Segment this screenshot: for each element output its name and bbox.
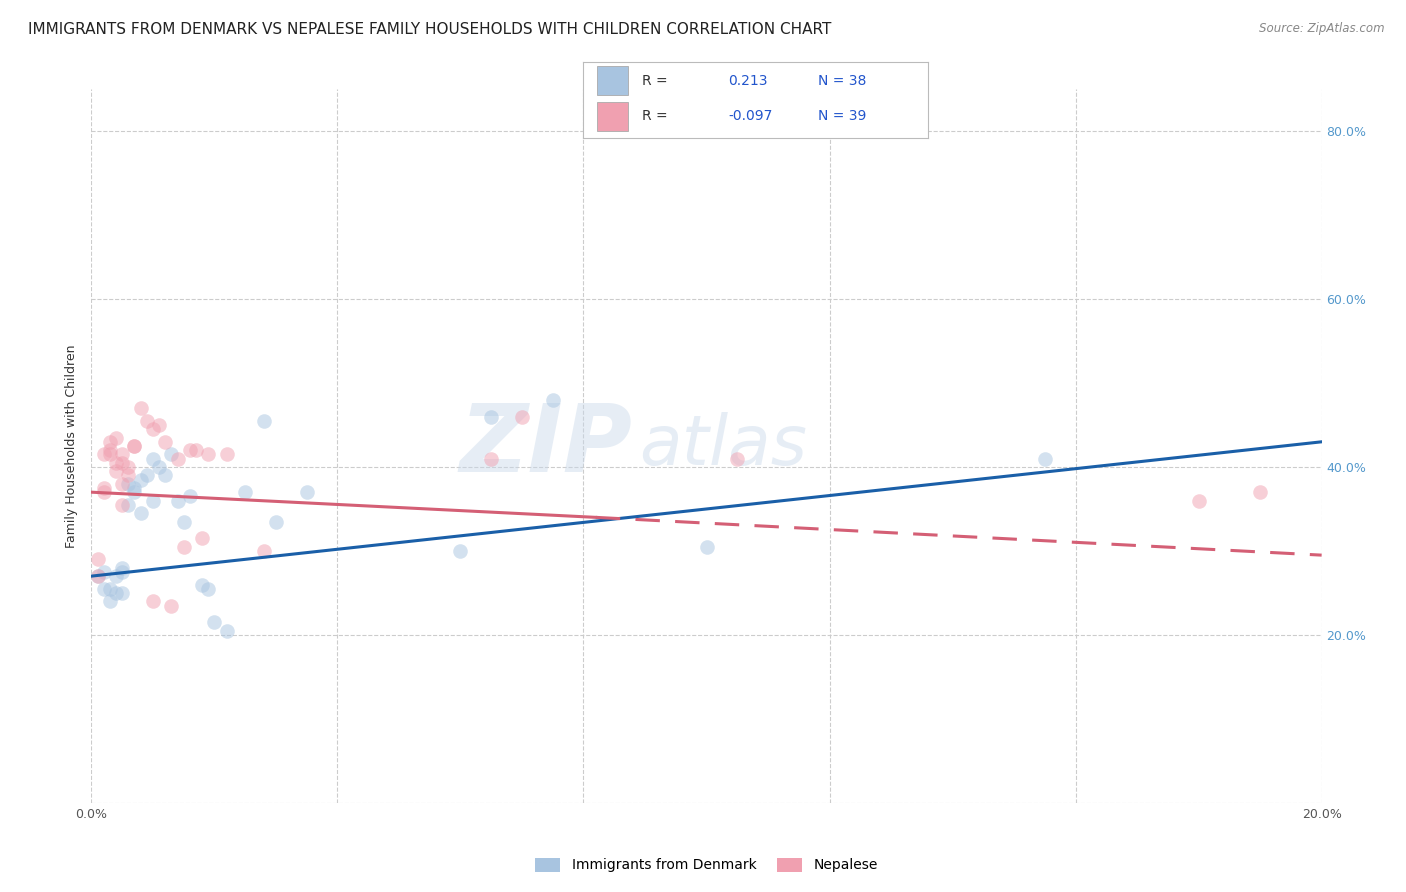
Text: Source: ZipAtlas.com: Source: ZipAtlas.com (1260, 22, 1385, 36)
Point (479, 451, 502, 466)
Point (93, 565, 115, 579)
Point (86, 569, 108, 583)
Point (479, 409, 502, 424)
Point (98, 434, 121, 449)
Point (129, 473, 152, 487)
Point (98, 443, 121, 458)
Text: R =: R = (643, 74, 668, 87)
FancyBboxPatch shape (598, 66, 628, 95)
Point (184, 443, 207, 458)
Text: IMMIGRANTS FROM DENMARK VS NEPALESE FAMILY HOUSEHOLDS WITH CHILDREN CORRELATION : IMMIGRANTS FROM DENMARK VS NEPALESE FAMI… (28, 22, 831, 37)
Point (142, 451, 165, 466)
Point (160, 599, 183, 613)
Point (135, 468, 157, 483)
Point (105, 569, 127, 583)
Point (105, 431, 127, 445)
Point (166, 493, 188, 508)
Point (696, 540, 718, 554)
Text: atlas: atlas (638, 412, 807, 480)
Point (215, 624, 238, 638)
Point (117, 468, 139, 483)
Point (86, 569, 108, 583)
Point (264, 515, 287, 529)
Point (197, 447, 219, 461)
Point (179, 443, 201, 458)
FancyBboxPatch shape (598, 102, 628, 130)
Text: -0.097: -0.097 (728, 110, 772, 123)
Point (124, 439, 146, 453)
Point (111, 586, 134, 600)
Point (135, 414, 157, 428)
Point (153, 468, 177, 483)
Y-axis label: Family Households with Children: Family Households with Children (65, 344, 79, 548)
Point (1249, 485, 1271, 500)
Point (111, 476, 134, 491)
Point (98, 582, 121, 596)
Point (510, 409, 533, 424)
Point (129, 506, 152, 520)
Point (449, 544, 471, 558)
Point (142, 493, 165, 508)
Point (202, 615, 225, 630)
Point (197, 582, 219, 596)
Point (124, 485, 146, 500)
Point (142, 594, 165, 608)
Point (191, 577, 214, 591)
Point (215, 447, 238, 461)
Point (93, 481, 115, 495)
Point (173, 515, 195, 529)
Point (129, 401, 152, 416)
Point (179, 489, 201, 503)
Point (117, 498, 139, 512)
Point (124, 481, 146, 495)
Point (191, 532, 214, 546)
Point (295, 485, 318, 500)
Point (253, 544, 276, 558)
Point (1187, 493, 1209, 508)
Point (93, 582, 115, 596)
Point (105, 464, 127, 478)
Point (93, 485, 115, 500)
Point (233, 485, 256, 500)
Text: 0.213: 0.213 (728, 74, 768, 87)
Point (111, 447, 134, 461)
Text: N = 38: N = 38 (818, 74, 866, 87)
Point (98, 594, 121, 608)
Point (117, 460, 139, 475)
Point (98, 447, 121, 461)
Point (111, 560, 134, 574)
Legend: Immigrants from Denmark, Nepalese: Immigrants from Denmark, Nepalese (530, 852, 883, 878)
Point (253, 414, 276, 428)
Point (153, 434, 177, 449)
Point (111, 565, 134, 579)
Point (93, 447, 115, 461)
Point (160, 447, 183, 461)
Text: ZIP: ZIP (460, 400, 633, 492)
Point (166, 451, 188, 466)
Point (541, 392, 564, 407)
Point (148, 460, 170, 475)
Point (725, 451, 748, 466)
Point (173, 540, 195, 554)
Point (148, 417, 170, 432)
Point (86, 552, 108, 566)
Point (1033, 451, 1056, 466)
Text: N = 39: N = 39 (818, 110, 866, 123)
Point (142, 422, 165, 436)
Point (111, 498, 134, 512)
Point (111, 456, 134, 470)
Point (105, 586, 127, 600)
Point (105, 456, 127, 470)
Point (124, 439, 146, 453)
Text: R =: R = (643, 110, 668, 123)
Point (117, 476, 139, 491)
